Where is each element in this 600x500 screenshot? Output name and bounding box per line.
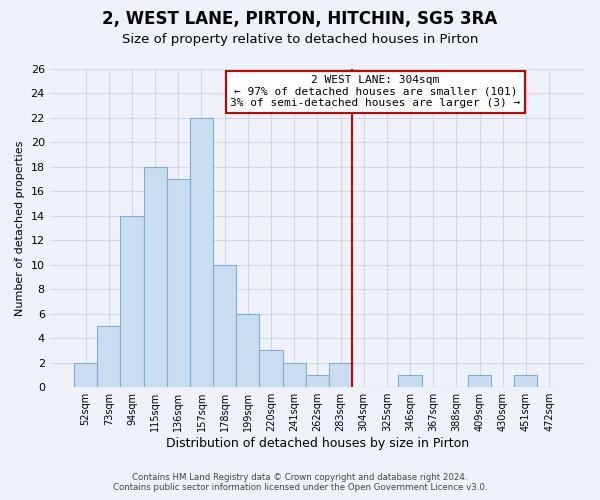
Bar	[468, 375, 491, 387]
Bar	[121, 216, 143, 387]
Bar	[514, 375, 538, 387]
Bar	[97, 326, 121, 387]
Bar	[236, 314, 259, 387]
Text: Size of property relative to detached houses in Pirton: Size of property relative to detached ho…	[122, 32, 478, 46]
Text: 2 WEST LANE: 304sqm
← 97% of detached houses are smaller (101)
3% of semi-detach: 2 WEST LANE: 304sqm ← 97% of detached ho…	[230, 75, 520, 108]
Bar	[213, 265, 236, 387]
Text: 2, WEST LANE, PIRTON, HITCHIN, SG5 3RA: 2, WEST LANE, PIRTON, HITCHIN, SG5 3RA	[103, 10, 497, 28]
Bar	[190, 118, 213, 387]
Bar	[329, 362, 352, 387]
X-axis label: Distribution of detached houses by size in Pirton: Distribution of detached houses by size …	[166, 437, 469, 450]
Bar	[167, 179, 190, 387]
Bar	[398, 375, 422, 387]
Bar	[283, 362, 306, 387]
Bar	[306, 375, 329, 387]
Text: Contains HM Land Registry data © Crown copyright and database right 2024.
Contai: Contains HM Land Registry data © Crown c…	[113, 473, 487, 492]
Bar	[259, 350, 283, 387]
Bar	[74, 362, 97, 387]
Bar	[143, 167, 167, 387]
Y-axis label: Number of detached properties: Number of detached properties	[15, 140, 25, 316]
